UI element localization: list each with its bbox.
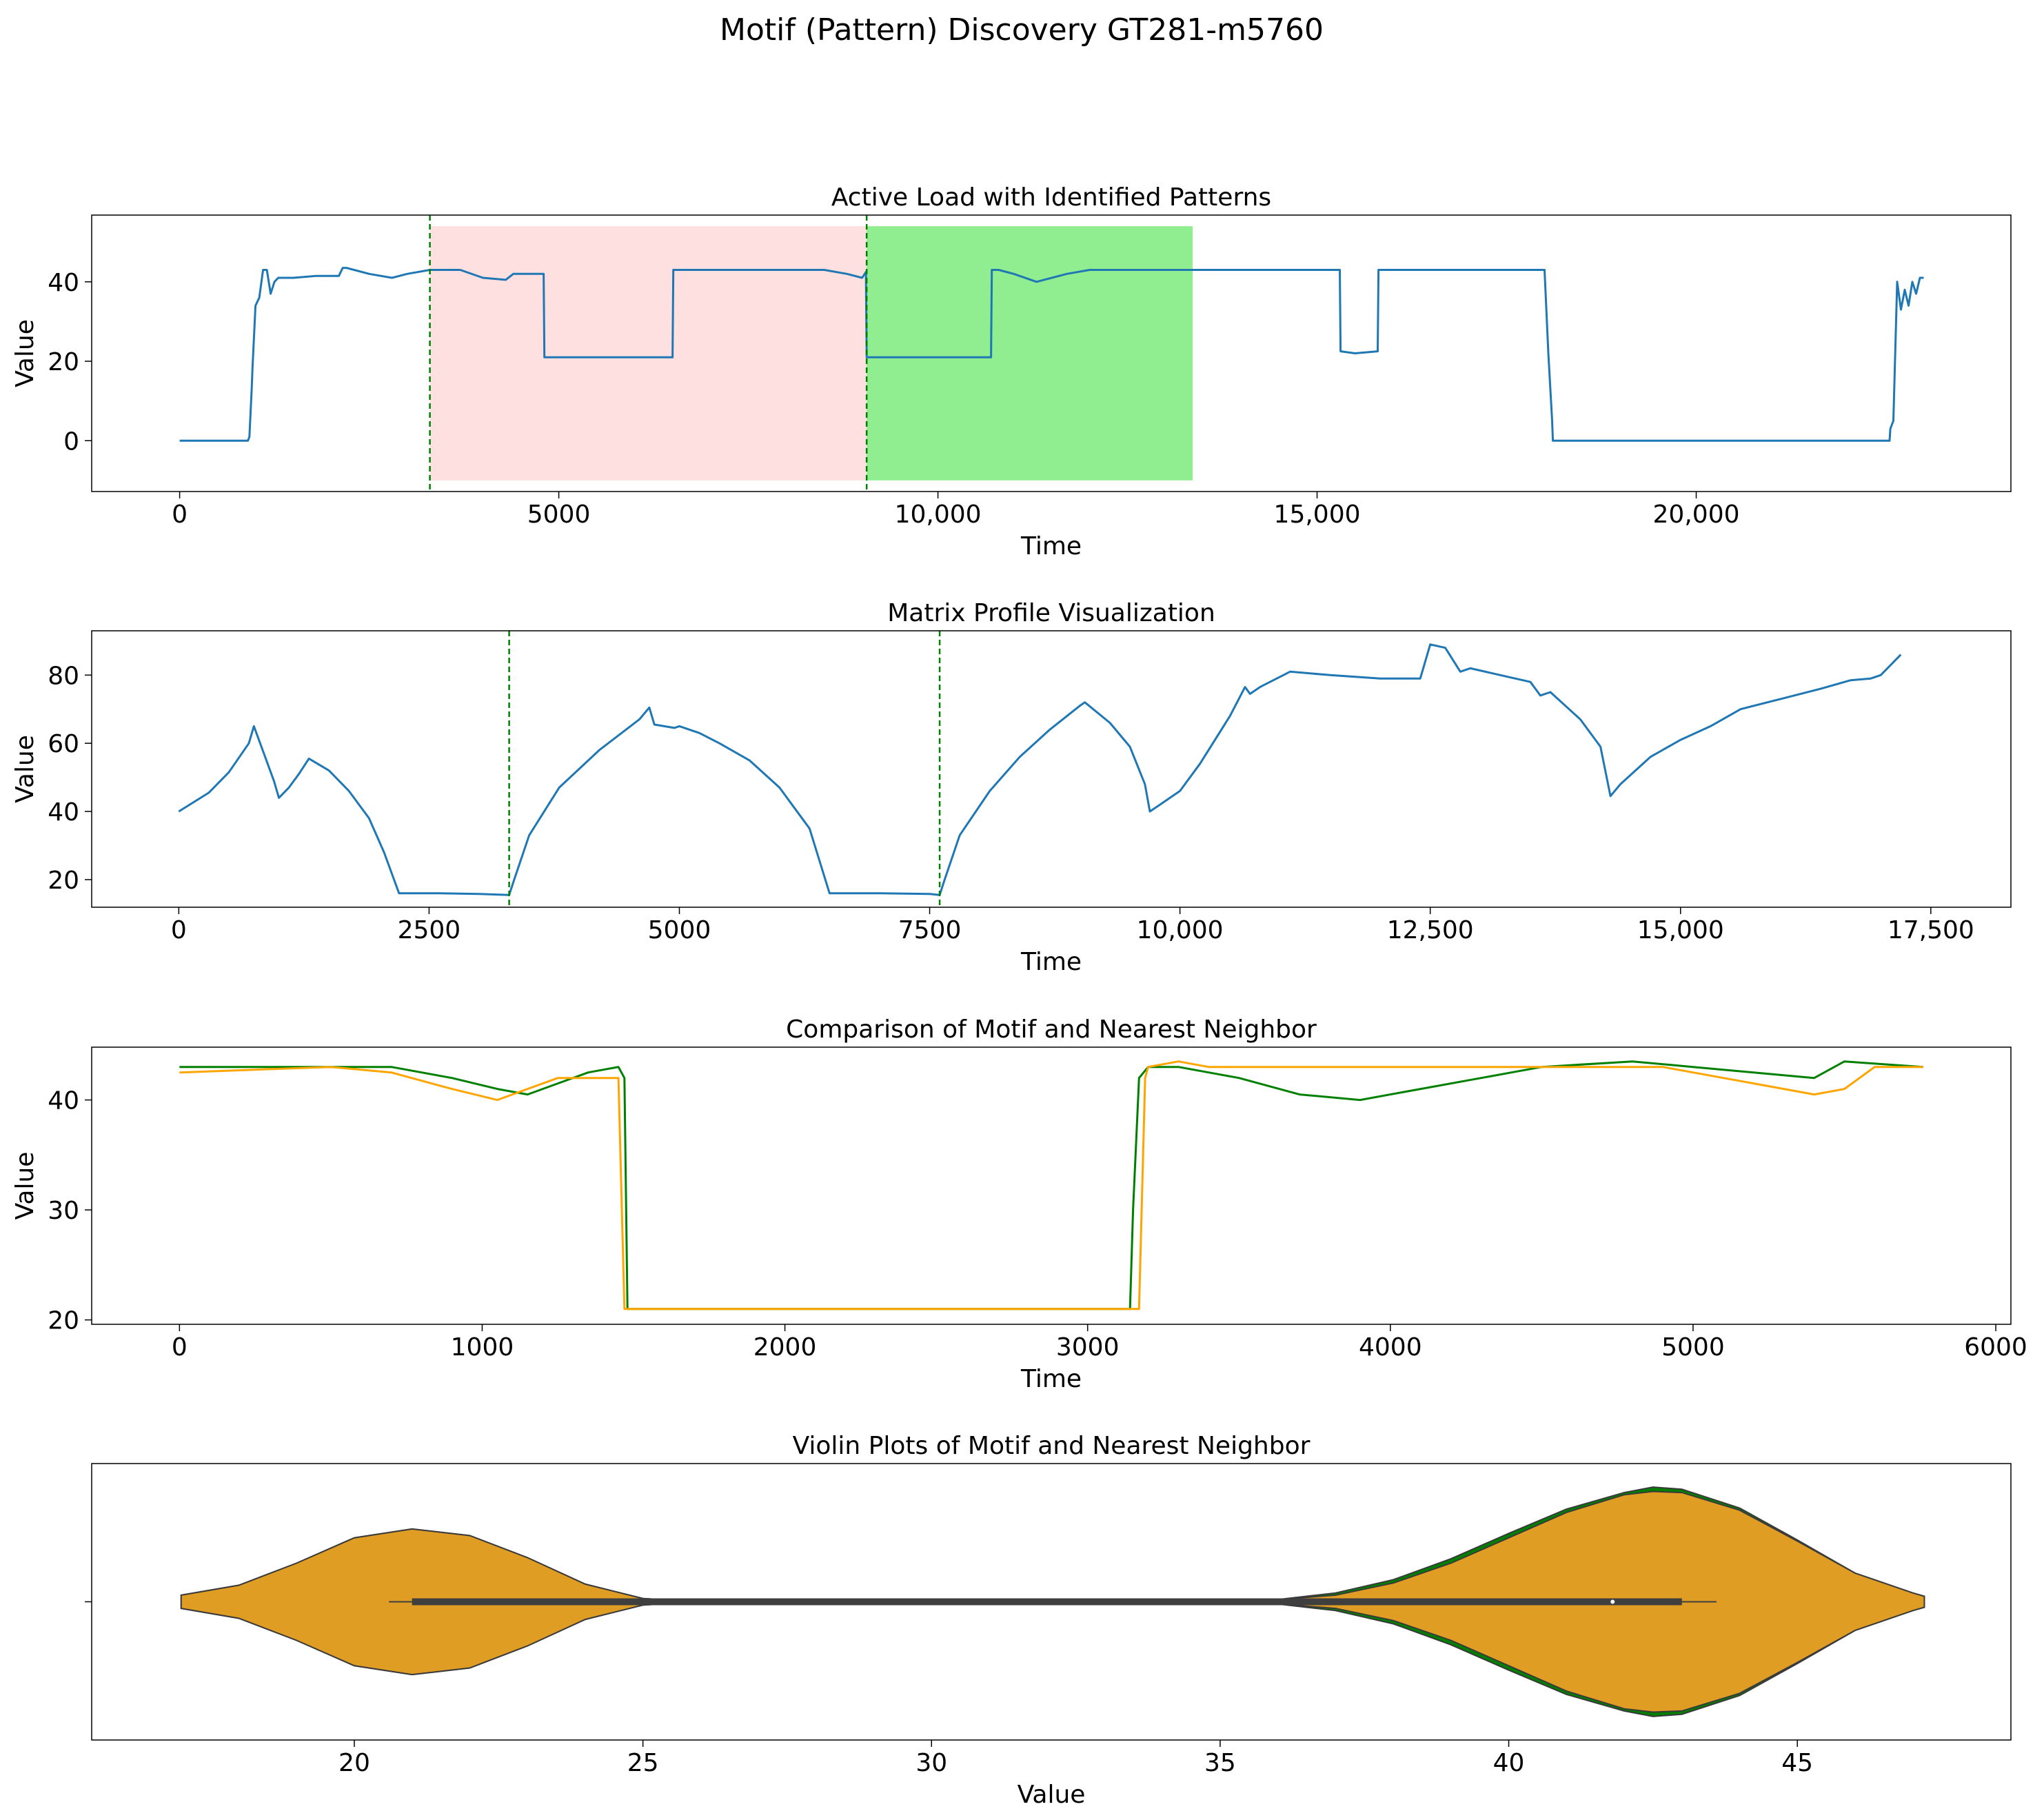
plot-area — [178, 631, 1902, 907]
x-tick-label: 2000 — [753, 1333, 817, 1362]
panel-4: Violin Plots of Motif and Nearest Neighb… — [85, 1432, 2012, 1809]
panel-1: Active Load with Identified Patterns 0 500… — [11, 183, 2012, 560]
x-tick-label: 10,000 — [1137, 916, 1224, 944]
x-tick-label: 4000 — [1359, 1333, 1422, 1362]
x-tick-label: 15,000 — [1274, 500, 1361, 529]
x-tick-label: 5000 — [527, 500, 591, 529]
y-tick-label: 40 — [48, 798, 79, 827]
x-tick-label: 5000 — [1661, 1333, 1725, 1362]
matrix-profile-line — [178, 643, 1902, 896]
motif-line — [179, 1060, 1923, 1311]
plot-area — [180, 1486, 1925, 1717]
x-tick-label: 7500 — [898, 916, 962, 944]
x-axis-label: Time — [1020, 1365, 1082, 1393]
x-tick-label: 30 — [915, 1749, 947, 1777]
x-tick-label: 15,000 — [1637, 916, 1724, 944]
x-tick-label: 40 — [1493, 1749, 1525, 1777]
active-load-line — [179, 267, 1924, 442]
x-tick-label: 25 — [627, 1749, 659, 1777]
x-axis-label: Value — [1018, 1781, 1086, 1809]
plot-area — [179, 1060, 1923, 1311]
panel-title: Violin Plots of Motif and Nearest Neighb… — [793, 1432, 1311, 1460]
x-tick-label: 10,000 — [895, 500, 982, 529]
y-tick-label: 30 — [48, 1197, 79, 1225]
panel-title: Active Load with Identified Patterns — [831, 183, 1271, 212]
plot-area — [179, 215, 1924, 492]
axes-frame — [91, 214, 2012, 492]
x-tick-label: 12,500 — [1387, 916, 1474, 944]
x-tick-label: 17,500 — [1888, 916, 1974, 944]
x-tick-label: 20 — [338, 1749, 370, 1777]
x-tick-label: 45 — [1781, 1749, 1813, 1777]
x-tick-label: 1000 — [451, 1333, 514, 1362]
panel-title: Comparison of Motif and Nearest Neighbor — [786, 1015, 1317, 1044]
x-tick-label: 2500 — [398, 916, 461, 944]
y-axis-label: Value — [11, 319, 39, 387]
panel-title: Matrix Profile Visualization — [887, 599, 1215, 627]
y-tick-label: 40 — [48, 269, 79, 297]
x-tick-label: 3000 — [1056, 1333, 1120, 1362]
neighbor-region — [867, 226, 1193, 480]
x-axis-label: Time — [1020, 532, 1082, 560]
nearest-neighbor-line — [179, 1060, 1923, 1311]
y-axis-label: Value — [11, 735, 39, 803]
y-axis-label: Value — [11, 1152, 39, 1220]
y-tick-label: 40 — [48, 1087, 79, 1115]
x-tick-label: 20,000 — [1653, 500, 1740, 529]
motif-region — [429, 226, 867, 480]
x-tick-label: 0 — [172, 1333, 188, 1362]
y-tick-label: 80 — [48, 662, 79, 690]
y-tick-label: 60 — [48, 730, 79, 758]
x-tick-label: 5000 — [648, 916, 711, 944]
y-tick-label: 20 — [48, 348, 79, 376]
x-tick-label: 35 — [1204, 1749, 1236, 1777]
y-tick-label: 20 — [48, 867, 79, 895]
y-tick-label: 0 — [63, 427, 79, 456]
x-tick-label: 0 — [172, 500, 188, 529]
panel-2: Matrix Profile Visualization 0 2500 5000 750… — [11, 599, 2012, 976]
panels: Active Load with Identified Patterns 0 500… — [11, 183, 2027, 1809]
axes-frame — [91, 1463, 2012, 1741]
axes-frame — [91, 630, 2012, 908]
x-axis-label: Time — [1020, 948, 1082, 976]
panel-3: Comparison of Motif and Nearest Neighbor… — [11, 1015, 2027, 1393]
violin-median — [1610, 1599, 1615, 1604]
y-tick-label: 20 — [48, 1307, 79, 1335]
axes-frame — [91, 1046, 2012, 1325]
violin-iqr-box — [412, 1598, 1682, 1606]
figure-title: Motif (Pattern) Discovery GT281-m5760 — [720, 12, 1324, 48]
x-tick-label: 6000 — [1964, 1333, 2027, 1362]
x-tick-label: 0 — [171, 916, 187, 944]
